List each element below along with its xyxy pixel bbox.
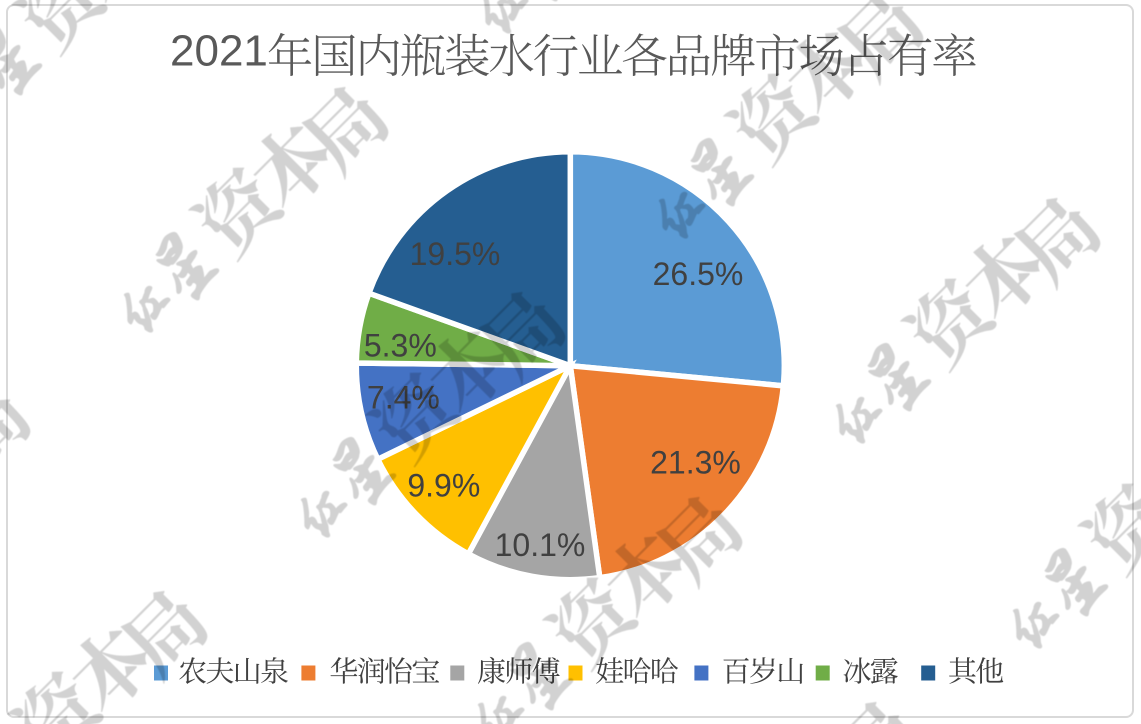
svg-text:26.5%: 26.5% [653, 256, 744, 292]
svg-text:10.1%: 10.1% [495, 527, 586, 563]
svg-text:21.3%: 21.3% [650, 444, 741, 480]
svg-text:5.3%: 5.3% [364, 328, 437, 364]
svg-text:19.5%: 19.5% [410, 236, 501, 272]
svg-text:9.9%: 9.9% [407, 468, 480, 504]
svg-text:2021: 2021 [170, 27, 268, 76]
